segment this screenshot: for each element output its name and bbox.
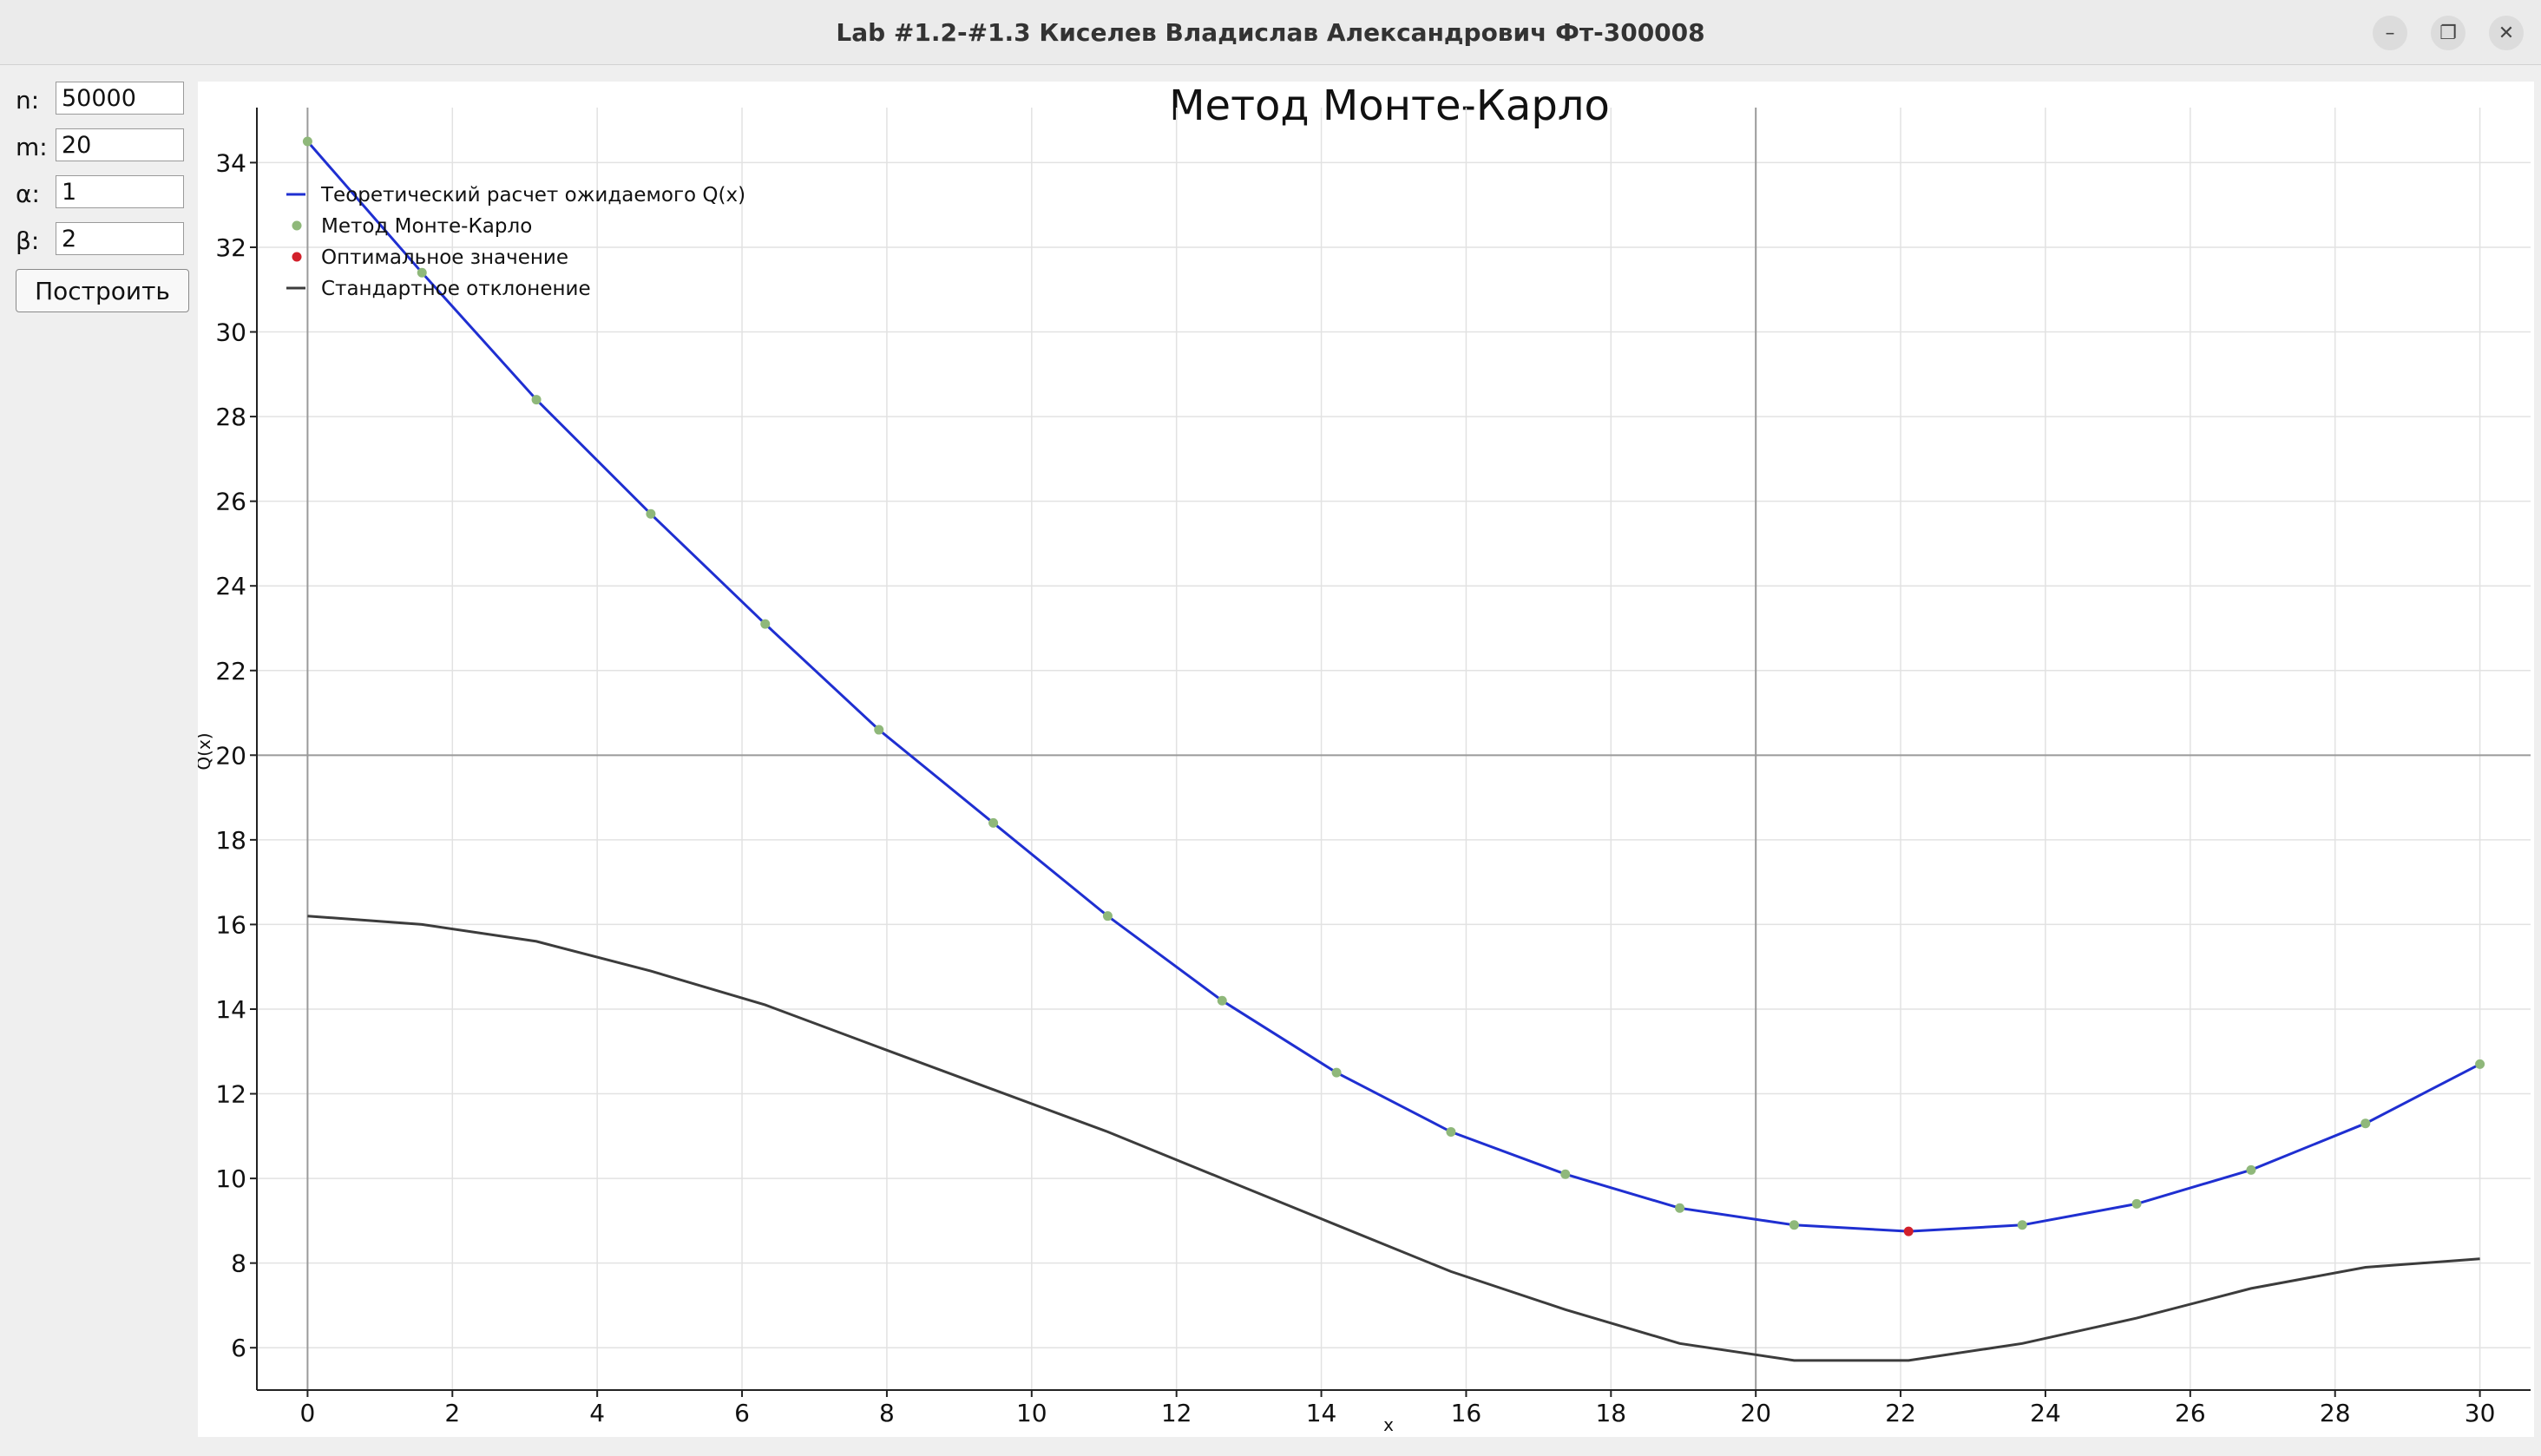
beta-input[interactable] — [56, 222, 184, 255]
x-tick-label: 28 — [2320, 1399, 2351, 1427]
series-layer — [302, 136, 2485, 1362]
series-2-point — [1675, 1203, 1685, 1213]
series-2-point — [874, 725, 884, 735]
x-axis-label: x — [1383, 1414, 1394, 1435]
x-tick-label: 18 — [1595, 1399, 1626, 1427]
legend-swatch-point — [292, 252, 302, 262]
maximize-icon[interactable]: ❐ — [2431, 16, 2465, 50]
x-tick-label: 6 — [734, 1399, 750, 1427]
window-titlebar: Lab #1.2-#1.3 Киселев Владислав Александ… — [0, 0, 2541, 65]
minimize-icon[interactable]: – — [2373, 16, 2407, 50]
y-tick-label: 22 — [215, 657, 246, 685]
series-2-point — [2246, 1164, 2256, 1175]
series-2-point — [1102, 911, 1113, 921]
series-2-point — [1446, 1126, 1456, 1137]
param-label-alpha: α: — [16, 179, 40, 208]
series-2-point — [760, 619, 771, 629]
m-input[interactable] — [56, 128, 184, 161]
x-tick-label: 26 — [2175, 1399, 2206, 1427]
series-2-point — [2475, 1059, 2485, 1069]
n-input[interactable] — [56, 82, 184, 115]
axes — [256, 108, 2531, 1391]
param-label-beta: β: — [16, 226, 40, 255]
chart-title: Метод Монте-Карло — [1169, 82, 1610, 130]
window-title: Lab #1.2-#1.3 Киселев Владислав Александ… — [836, 17, 1705, 47]
y-tick-label: 34 — [215, 148, 246, 177]
y-tick-label: 6 — [231, 1334, 246, 1362]
legend-label: Оптимальное значение — [321, 246, 568, 269]
series-2-point — [2131, 1198, 2142, 1209]
x-tick-label: 4 — [589, 1399, 605, 1427]
grid — [257, 108, 2531, 1390]
param-row-n: n: — [16, 82, 184, 118]
x-tick-label: 12 — [1161, 1399, 1192, 1427]
param-row-alpha: α: — [16, 175, 184, 212]
param-row-m: m: — [16, 128, 184, 165]
y-tick-label: 18 — [215, 826, 246, 855]
series-2-point — [1560, 1169, 1571, 1179]
y-tick-label: 8 — [231, 1249, 246, 1278]
x-tick-label: 0 — [299, 1399, 315, 1427]
param-label-m: m: — [16, 132, 48, 161]
x-tick-label: 16 — [1451, 1399, 1482, 1427]
x-tick-label: 30 — [2465, 1399, 2496, 1427]
chart-svg: Метод Монте-Карло 0 2 4 6 8 10 12 14 16 18 20 22 24 2… — [194, 82, 2531, 1435]
alpha-input[interactable] — [56, 175, 184, 208]
reference-lines — [257, 108, 2531, 1390]
y-tick-label: 12 — [215, 1080, 246, 1109]
build-button[interactable]: Построить — [16, 269, 189, 312]
legend-label: Метод Монте-Карло — [321, 215, 532, 238]
series-2-point — [2360, 1118, 2371, 1129]
y-tick-label: 16 — [215, 910, 246, 939]
series-4-line — [307, 915, 2480, 1362]
y-tick-label: 10 — [215, 1164, 246, 1193]
legend-swatch-point — [292, 220, 302, 231]
series-2-point — [302, 136, 312, 147]
y-tick-label: 24 — [215, 572, 246, 600]
y-tick-label: 14 — [215, 995, 246, 1024]
x-tick-label: 24 — [2030, 1399, 2061, 1427]
series-2-point — [417, 267, 427, 278]
series-3-point — [1903, 1226, 1914, 1236]
series-2-point — [1789, 1220, 1799, 1230]
series-1-line — [306, 141, 2481, 1233]
plot-panel: Метод Монте-Карло 0 2 4 6 8 10 12 14 16 18 20 22 24 2… — [194, 82, 2534, 1437]
series-2-point — [1331, 1067, 1342, 1078]
x-tick-label: 22 — [1885, 1399, 1916, 1427]
y-tick-label: 20 — [215, 741, 246, 770]
series-2-point — [646, 508, 656, 519]
legend-label: Теоретический расчет ожидаемого Q(x) — [320, 184, 745, 207]
x-tick-label: 14 — [1306, 1399, 1337, 1427]
y-tick-label: 30 — [215, 318, 246, 347]
series-2-point — [2017, 1220, 2027, 1230]
x-tick-label: 8 — [879, 1399, 895, 1427]
x-tick-label: 20 — [1740, 1399, 1771, 1427]
x-tick-label: 2 — [444, 1399, 460, 1427]
y-axis-label: Q(x) — [198, 732, 214, 770]
series-2-point — [1217, 995, 1227, 1006]
param-row-beta: β: — [16, 222, 184, 259]
y-tick-label: 28 — [215, 403, 246, 431]
ticks: 0 2 4 6 8 10 12 14 16 18 20 22 24 26 28 306810121416182… — [215, 148, 2495, 1427]
close-icon[interactable]: ✕ — [2489, 16, 2524, 50]
legend-label: Стандартное отклонение — [321, 278, 591, 300]
y-tick-label: 32 — [215, 233, 246, 262]
legend: Теоретический расчет ожидаемого Q(x) Мето… — [286, 184, 745, 300]
x-tick-label: 10 — [1016, 1399, 1047, 1427]
y-tick-label: 26 — [215, 488, 246, 516]
series-2-point — [988, 817, 999, 828]
series-2-point — [531, 395, 542, 405]
param-label-n: n: — [16, 85, 40, 115]
